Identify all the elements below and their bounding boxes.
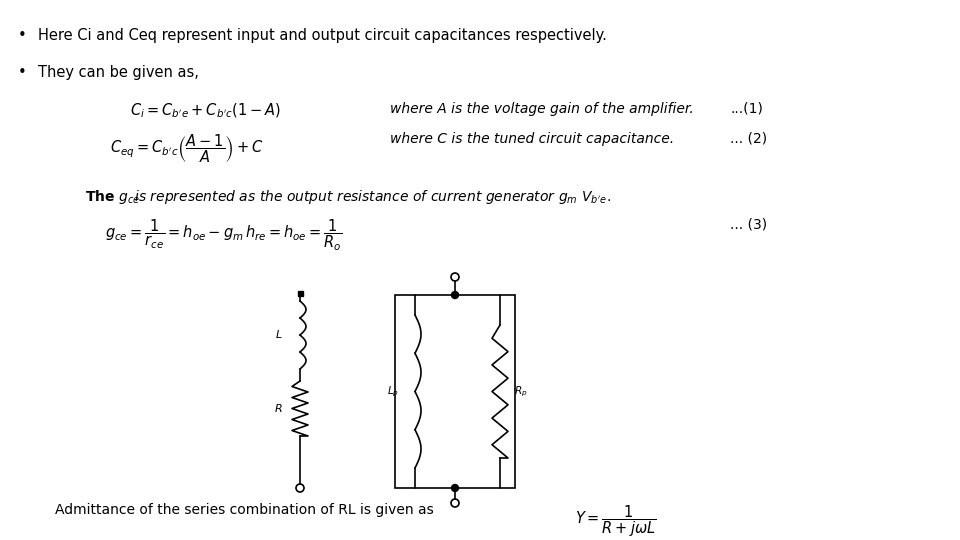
Text: $L_p$: $L_p$ bbox=[387, 384, 399, 399]
Text: L: L bbox=[276, 330, 282, 340]
Circle shape bbox=[451, 484, 459, 491]
Bar bbox=[298, 291, 302, 295]
Text: where A is the voltage gain of the amplifier.: where A is the voltage gain of the ampli… bbox=[390, 102, 694, 116]
Text: is represented as the output resistance of current generator $g_m$ $V_{b'e}.$: is represented as the output resistance … bbox=[130, 188, 611, 206]
Bar bbox=[395, 295, 515, 488]
Circle shape bbox=[451, 292, 459, 299]
Text: ... (2): ... (2) bbox=[730, 132, 767, 146]
Text: $C_{eq} = C_{b'c}\left(\dfrac{A-1}{A}\right)+C$: $C_{eq} = C_{b'c}\left(\dfrac{A-1}{A}\ri… bbox=[110, 132, 264, 165]
Text: •: • bbox=[18, 28, 27, 43]
Text: ... (3): ... (3) bbox=[730, 218, 767, 232]
Text: R: R bbox=[275, 403, 282, 414]
Text: Admittance of the series combination of RL is given as: Admittance of the series combination of … bbox=[55, 503, 434, 517]
Text: Here Ci and Ceq represent input and output circuit capacitances respectively.: Here Ci and Ceq represent input and outp… bbox=[38, 28, 607, 43]
Text: $g_{ce} = \dfrac{1}{r_{ce}} = h_{oe} - g_m\,h_{re} = h_{oe} = \dfrac{1}{R_o}$: $g_{ce} = \dfrac{1}{r_{ce}} = h_{oe} - g… bbox=[105, 218, 343, 253]
Text: •: • bbox=[18, 65, 27, 80]
Text: The $g_{ce}$: The $g_{ce}$ bbox=[85, 188, 140, 206]
Text: $C_i = C_{b'e} + C_{b'c}(1-A)$: $C_i = C_{b'e} + C_{b'c}(1-A)$ bbox=[130, 102, 281, 120]
Text: They can be given as,: They can be given as, bbox=[38, 65, 199, 80]
Text: $R_p$: $R_p$ bbox=[514, 384, 527, 399]
Text: $Y = \dfrac{1}{R+j\omega L}$: $Y = \dfrac{1}{R+j\omega L}$ bbox=[575, 503, 657, 538]
Text: where C is the tuned circuit capacitance.: where C is the tuned circuit capacitance… bbox=[390, 132, 674, 146]
Text: ...(1): ...(1) bbox=[730, 102, 763, 116]
